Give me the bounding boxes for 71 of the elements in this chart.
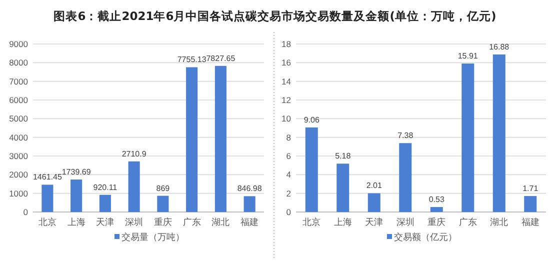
data-label: 5.18 (335, 152, 352, 161)
y-tick-label: 4 (286, 170, 292, 180)
data-label: 846.98 (237, 184, 262, 194)
data-label: 920.11 (93, 182, 118, 192)
x-tick-label: 广东 (182, 217, 201, 228)
data-label: 0.53 (428, 195, 445, 204)
bar (305, 127, 318, 212)
y-tick-label: 8 (286, 132, 292, 142)
y-tick-label: 6000 (9, 94, 28, 105)
x-tick-label: 湖北 (212, 217, 230, 228)
bar (430, 207, 443, 212)
x-tick-label: 深圳 (125, 217, 144, 228)
y-tick-label: 16 (282, 58, 292, 68)
x-tick-label: 重庆 (428, 217, 446, 228)
y-tick-label: 2 (286, 188, 292, 198)
y-tick-label: 8000 (9, 58, 28, 68)
x-tick-label: 湖北 (490, 217, 508, 228)
x-tick-label: 重庆 (154, 217, 172, 228)
bar (524, 196, 537, 212)
bar (214, 66, 226, 212)
y-tick-label: 0 (286, 206, 292, 217)
bar (336, 164, 350, 212)
data-label: 2.01 (366, 181, 382, 190)
y-tick-label: 6 (286, 150, 292, 161)
data-label: 1739.69 (62, 168, 92, 177)
y-tick-label: 5000 (9, 114, 28, 124)
x-tick-label: 上海 (334, 217, 352, 228)
x-tick-label: 福建 (240, 217, 259, 228)
data-label: 7755.13 (177, 55, 207, 64)
x-tick-label: 深圳 (396, 217, 414, 228)
y-tick-label: 1000 (9, 188, 28, 198)
chart-title: 图表6：截止2021年6月中国各试点碳交易市场交易数量及金额(单位：万吨，亿元) (54, 9, 496, 23)
bar (492, 54, 506, 212)
bar (368, 193, 380, 212)
x-tick-label: 北京 (38, 217, 56, 228)
y-tick-label: 18 (282, 38, 292, 49)
bar (42, 184, 54, 212)
data-label: 9.06 (304, 115, 320, 124)
y-tick-label: 0 (23, 206, 28, 217)
bar (70, 180, 82, 212)
x-tick-label: 上海 (67, 217, 86, 228)
y-tick-label: 9000 (9, 38, 28, 49)
data-label: 869 (156, 184, 170, 193)
data-label: 1461.45 (32, 172, 62, 182)
x-tick-label: 天津 (96, 217, 114, 228)
y-tick-label: 7000 (9, 76, 28, 86)
data-label: 7.38 (398, 131, 414, 140)
x-tick-label: 天津 (365, 217, 384, 228)
legend-label: 交易量（万吨） (122, 232, 184, 243)
x-tick-label: 广东 (458, 217, 477, 228)
bar (399, 143, 412, 212)
x-tick-label: 北京 (302, 217, 321, 228)
y-tick-label: 10 (282, 114, 292, 124)
bar (244, 196, 256, 212)
data-label: 2710.9 (122, 149, 147, 158)
data-label: 7827.65 (206, 54, 236, 63)
x-tick-label: 福建 (521, 217, 540, 228)
legend-label: 交易额（亿元） (394, 232, 457, 243)
bar (462, 64, 474, 212)
data-label: 15.91 (458, 52, 478, 61)
bar (128, 161, 140, 212)
data-label: 1.71 (522, 184, 539, 194)
bar (99, 194, 111, 212)
y-tick-label: 2000 (9, 170, 28, 180)
bar (157, 196, 169, 212)
y-tick-label: 12 (282, 94, 292, 105)
y-tick-label: 4000 (9, 132, 28, 142)
data-label: 16.88 (489, 42, 510, 52)
y-tick-label: 3000 (9, 150, 28, 161)
y-tick-label: 14 (282, 76, 292, 86)
bar (186, 67, 198, 212)
